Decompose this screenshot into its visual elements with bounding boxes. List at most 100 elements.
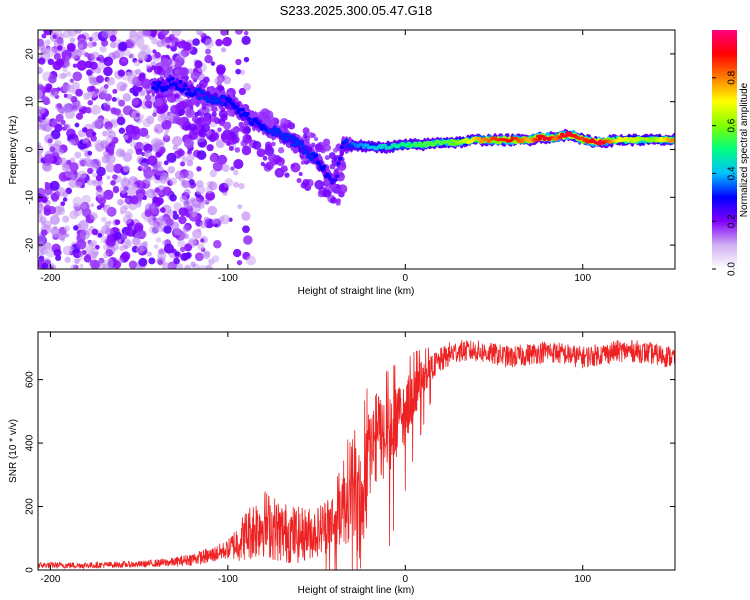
- spectrogram-noise-blob: [177, 239, 186, 248]
- spectrogram-noise-blob: [146, 90, 151, 95]
- spectrogram-transition-blob: [185, 108, 195, 118]
- spectrogram-noise-blob: [72, 63, 78, 68]
- spectrogram-noise-blob: [243, 30, 249, 36]
- spectrogram-noise-blob: [205, 190, 216, 201]
- spectrogram-noise-blob: [69, 138, 76, 146]
- spectrogram-noise-blob: [44, 39, 51, 46]
- spectrogram-noise-blob: [198, 265, 207, 269]
- spectrogram-ridge-cell: [304, 150, 309, 154]
- spectrogram-noise-blob: [238, 182, 245, 190]
- spectrogram-ridge-cell: [333, 178, 338, 183]
- spectrogram-ridge-cell: [181, 87, 186, 92]
- snr-y-tick-label: 0: [25, 567, 36, 573]
- spectrogram-noise-blob: [137, 51, 147, 62]
- spectrogram-y-tick-label: -20: [25, 237, 36, 252]
- spectrogram-noise-blob: [118, 127, 126, 134]
- spectrogram-ridge-cell: [230, 102, 236, 107]
- spectrogram-noise-blob: [60, 201, 66, 207]
- spectrogram-noise-blob: [133, 91, 139, 97]
- spectrogram-noise-blob: [151, 37, 159, 45]
- spectrogram-noise-blob: [83, 157, 93, 167]
- spectrogram-noise-blob: [58, 233, 64, 239]
- spectrogram-transition-blob: [252, 140, 262, 150]
- spectrogram-ridge-cell: [334, 174, 340, 179]
- spectrogram-noise-blob: [235, 58, 242, 66]
- spectrogram-noise-blob: [163, 160, 169, 166]
- spectrogram-noise-blob: [83, 254, 92, 263]
- spectrogram-noise-blob: [103, 252, 109, 259]
- spectrogram-noise-blob: [232, 181, 240, 188]
- spectrogram-noise-blob: [169, 194, 177, 202]
- spectrogram-ridge-cell: [344, 138, 349, 143]
- spectrogram-noise-blob: [73, 170, 78, 175]
- spectrogram-transition-blob: [278, 161, 283, 166]
- spectrogram-noise-blob: [110, 107, 118, 114]
- spectrogram-transition-blob: [217, 127, 222, 132]
- spectrogram-noise-blob: [104, 104, 111, 112]
- spectrogram-noise-blob: [69, 162, 79, 172]
- spectrogram-noise-blob: [246, 255, 256, 266]
- spectrogram-noise-blob: [105, 245, 116, 256]
- spectrogram-noise-blob: [241, 211, 251, 221]
- spectrogram-noise-blob: [232, 248, 242, 258]
- spectrogram-noise-blob: [210, 61, 216, 66]
- spectrogram-noise-blob: [64, 56, 71, 62]
- spectrogram-noise-blob: [75, 112, 84, 120]
- spectrogram-noise-blob: [213, 240, 222, 249]
- spectrogram-noise-blob: [129, 87, 135, 94]
- spectrogram-y-tick-label: 0: [25, 146, 36, 152]
- spectrogram-noise-blob: [119, 245, 125, 252]
- snr-y-tick-label: 400: [25, 434, 36, 451]
- spectrogram-noise-blob: [89, 61, 98, 70]
- spectrogram-transition-blob: [176, 117, 185, 126]
- spectrogram-noise-blob: [172, 213, 180, 220]
- spectrogram-x-tick-label: -200: [40, 273, 60, 284]
- spectrogram-noise-blob: [223, 182, 229, 188]
- spectrogram-ridge-cell: [234, 105, 239, 109]
- spectrogram-noise-blob: [218, 216, 225, 222]
- spectrogram-noise-blob: [90, 104, 101, 116]
- spectrogram-noise-blob: [40, 229, 48, 237]
- spectrogram-transition-blob: [277, 147, 285, 154]
- spectrogram-noise-blob: [55, 254, 62, 261]
- spectrogram-noise-blob: [87, 99, 94, 106]
- spectrogram-noise-blob: [113, 260, 122, 269]
- spectrogram-noise-blob: [235, 68, 241, 75]
- spectrogram-noise-blob: [144, 209, 153, 217]
- spectrogram-transition-blob: [154, 51, 161, 59]
- spectrogram-noise-blob: [96, 60, 106, 70]
- spectrogram-ridge-cell: [314, 153, 319, 158]
- spectrogram-ridge-cell: [176, 87, 182, 92]
- spectrogram-noise-blob: [62, 245, 73, 256]
- spectrogram-ridge-cell: [448, 142, 453, 146]
- spectrogram-transition-blob: [211, 111, 217, 117]
- spectrogram-noise-blob: [152, 196, 159, 203]
- spectrogram-noise-blob: [48, 75, 57, 84]
- spectrogram-noise-blob: [84, 137, 90, 142]
- spectrogram-noise-blob: [173, 257, 180, 265]
- spectrogram-transition-blob: [308, 132, 314, 139]
- snr-frame: [37, 331, 676, 571]
- spectrogram-ridge-cell: [283, 137, 289, 141]
- spectrogram-noise-blob: [206, 144, 214, 152]
- spectrogram-noise-blob: [165, 218, 174, 227]
- spectrogram-noise-blob: [47, 58, 55, 66]
- spectrogram-noise-blob: [178, 174, 186, 182]
- spectrogram-transition-blob: [223, 121, 232, 130]
- spectrogram-noise-blob: [183, 188, 191, 196]
- spectrogram-x-tick-label: 0: [403, 273, 409, 284]
- spectrogram-noise-blob: [89, 85, 96, 92]
- spectrogram-noise-blob: [159, 207, 166, 213]
- spectrogram-ridge-cell: [222, 102, 228, 107]
- spectrogram-noise-blob: [41, 115, 46, 120]
- spectrogram-noise-blob: [134, 60, 141, 67]
- spectrogram-noise-blob: [75, 181, 83, 189]
- spectrogram-noise-blob: [189, 197, 196, 203]
- spectrogram-transition-blob: [228, 145, 234, 151]
- spectrogram-noise-blob: [45, 83, 53, 91]
- spectrogram-noise-blob: [62, 215, 70, 223]
- spectrogram-y-tick-label: 20: [25, 48, 36, 60]
- spectrogram-noise-blob: [126, 148, 134, 156]
- spectrogram-noise-blob: [138, 127, 149, 138]
- spectrogram-noise-blob: [195, 185, 206, 195]
